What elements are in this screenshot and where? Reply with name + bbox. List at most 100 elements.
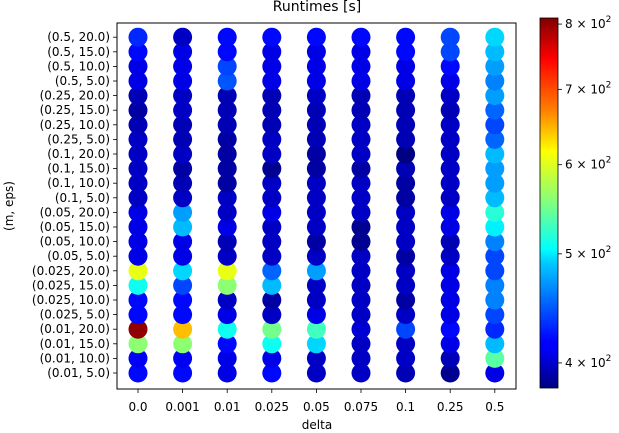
data-point (173, 56, 193, 76)
y-tick-label: (0.025, 10.0) (32, 293, 110, 307)
data-point (128, 188, 148, 208)
data-point (396, 246, 416, 266)
data-point (128, 71, 148, 91)
data-point (306, 159, 326, 179)
data-point (173, 86, 193, 106)
data-point (485, 188, 505, 208)
data-point (351, 305, 371, 325)
y-axis-label: (m, eps) (2, 181, 16, 231)
data-point (306, 71, 326, 91)
data-point (217, 144, 237, 164)
data-point (485, 363, 505, 383)
data-point (217, 56, 237, 76)
data-point (351, 202, 371, 222)
colorbar-tick-label: 5 × 102 (565, 245, 611, 261)
data-point (306, 129, 326, 149)
y-tick-label: (0.5, 10.0) (47, 59, 110, 73)
x-tick-label: 0.25 (437, 400, 464, 414)
data-point (351, 129, 371, 149)
colorbar (539, 17, 559, 389)
data-point (217, 305, 237, 325)
data-point (440, 173, 460, 193)
data-point (128, 202, 148, 222)
y-tick-label: (0.025, 20.0) (32, 264, 110, 278)
data-point (440, 290, 460, 310)
data-point (217, 319, 237, 339)
y-tick-label: (0.25, 10.0) (40, 118, 110, 132)
data-point (262, 305, 282, 325)
data-point (351, 173, 371, 193)
data-point (351, 217, 371, 237)
data-point (173, 188, 193, 208)
data-point (351, 115, 371, 135)
data-point (173, 305, 193, 325)
data-point (396, 275, 416, 295)
data-point (217, 275, 237, 295)
y-tick-label: (0.01, 15.0) (40, 337, 110, 351)
data-point (306, 115, 326, 135)
colorbar-tick-label: 6 × 102 (565, 156, 611, 172)
data-point (173, 100, 193, 120)
data-point (485, 129, 505, 149)
data-point (351, 188, 371, 208)
data-point (440, 202, 460, 222)
y-tick-label: (0.05, 10.0) (40, 235, 110, 249)
data-point (128, 275, 148, 295)
data-point (306, 173, 326, 193)
data-point (396, 86, 416, 106)
data-point (217, 173, 237, 193)
data-point (396, 188, 416, 208)
data-point (262, 275, 282, 295)
data-point (440, 217, 460, 237)
data-point (396, 261, 416, 281)
data-point (485, 246, 505, 266)
data-point (306, 42, 326, 62)
y-tick-label: (0.25, 15.0) (40, 103, 110, 117)
x-tick-label: 0.025 (255, 400, 289, 414)
data-point (485, 56, 505, 76)
data-point (262, 261, 282, 281)
data-point (306, 363, 326, 383)
data-point (262, 86, 282, 106)
data-point (440, 27, 460, 47)
y-tick-label: (0.025, 15.0) (32, 278, 110, 292)
data-point (351, 290, 371, 310)
data-point (262, 27, 282, 47)
y-tick-label: (0.5, 5.0) (55, 74, 110, 88)
data-point (440, 188, 460, 208)
data-point (351, 319, 371, 339)
data-point (485, 42, 505, 62)
y-tick-label: (0.05, 5.0) (47, 249, 110, 263)
data-point (396, 129, 416, 149)
data-point (485, 319, 505, 339)
data-point (306, 319, 326, 339)
data-point (440, 144, 460, 164)
data-point (306, 144, 326, 164)
data-point (396, 42, 416, 62)
data-point (440, 348, 460, 368)
data-point (351, 42, 371, 62)
data-point (351, 275, 371, 295)
data-point (396, 202, 416, 222)
data-point (217, 100, 237, 120)
data-point (217, 115, 237, 135)
colorbar-tick-label: 7 × 102 (565, 80, 611, 96)
x-tick-label: 0.001 (165, 400, 199, 414)
data-point (306, 217, 326, 237)
data-point (262, 115, 282, 135)
data-point (173, 290, 193, 310)
data-point (351, 334, 371, 354)
data-point (351, 363, 371, 383)
data-point (128, 217, 148, 237)
y-tick-label: (0.25, 20.0) (40, 89, 110, 103)
data-point (128, 173, 148, 193)
data-point (217, 86, 237, 106)
data-point (396, 217, 416, 237)
data-point (262, 100, 282, 120)
data-point (440, 334, 460, 354)
data-point (440, 275, 460, 295)
data-point (262, 71, 282, 91)
data-point (262, 217, 282, 237)
data-point (128, 115, 148, 135)
x-tick-label: 0.01 (214, 400, 241, 414)
